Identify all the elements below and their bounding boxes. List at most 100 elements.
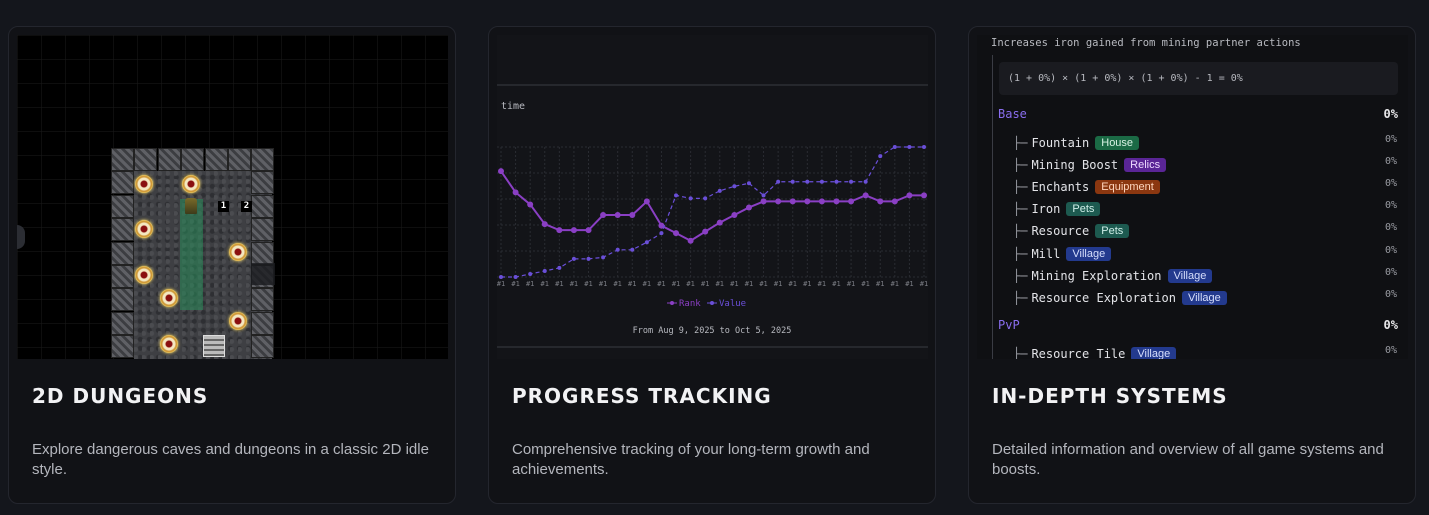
x-tick-label: #1	[789, 280, 797, 288]
group-header: Base 0%	[998, 107, 1398, 123]
x-tick-label: #1	[818, 280, 826, 288]
wall-tile	[111, 171, 134, 195]
wall-tile	[228, 148, 251, 171]
card-description: Detailed information and overview of all…	[992, 441, 1384, 478]
group-value: 0%	[1383, 317, 1398, 332]
wall-tile	[181, 148, 205, 171]
chart-grid	[497, 146, 928, 278]
enemy-eye-icon	[160, 335, 178, 353]
boost-value: 0%	[1384, 134, 1397, 145]
tree-branch: ├─	[1013, 136, 1028, 150]
data-point-rank	[760, 198, 767, 205]
scroll-handle[interactable]	[17, 225, 25, 249]
data-point-rank	[789, 198, 796, 205]
data-point-rank	[848, 198, 855, 205]
card-description: Comprehensive tracking of your long-term…	[512, 441, 870, 478]
data-point-value	[703, 196, 708, 201]
data-point-rank	[614, 212, 621, 219]
data-point-rank	[556, 227, 563, 234]
enemy-eye-icon	[229, 312, 247, 330]
chart-legend: Rank Value	[667, 299, 746, 309]
chart-date-range: From Aug 9, 2025 to Oct 5, 2025	[633, 326, 792, 336]
card-title: PROGRESS TRACKING	[512, 384, 772, 408]
data-point-rank	[833, 198, 840, 205]
x-tick-label: #1	[759, 280, 767, 288]
source-tag: Village	[1181, 290, 1227, 305]
x-tick-label: #1	[701, 280, 709, 288]
data-point-rank	[570, 227, 577, 234]
boost-row: ├─ Mill Village 0%	[1013, 243, 1397, 261]
data-point-rank	[702, 228, 709, 235]
x-tick-label: #1	[570, 280, 578, 288]
boost-name: Iron	[1031, 202, 1061, 217]
x-tick-label: #1	[847, 280, 855, 288]
data-point-value	[790, 179, 795, 184]
data-point-rank	[498, 168, 504, 175]
card-title: IN-DEPTH SYSTEMS	[992, 384, 1228, 408]
boost-value: 0%	[1384, 266, 1397, 278]
data-point-value	[630, 247, 635, 252]
data-point-rank	[512, 189, 519, 196]
series-line-value	[501, 146, 924, 278]
data-point-rank	[804, 198, 811, 205]
group-value: 0%	[1383, 107, 1398, 121]
boost-description: Increases iron gained from mining partne…	[991, 37, 1301, 49]
wall-tile	[111, 218, 134, 242]
data-point-rank	[658, 222, 665, 229]
boost-name: Resource Exploration	[1031, 290, 1176, 305]
wall-tile	[251, 241, 275, 265]
boost-name: Mining Exploration	[1031, 268, 1162, 283]
x-tick-label: #1	[861, 280, 869, 288]
tree-branch: ├─	[1013, 246, 1028, 261]
x-tick-label: #1	[686, 280, 694, 288]
boost-value: 0%	[1384, 288, 1397, 300]
data-point-value	[878, 154, 883, 159]
data-point-value	[863, 179, 868, 184]
boost-value: 0%	[1384, 344, 1397, 356]
data-point-value	[892, 145, 897, 149]
source-tag: Village	[1066, 246, 1112, 261]
x-tick-label: #1	[730, 280, 738, 288]
legend-value: Value	[719, 299, 746, 309]
boost-value: 0%	[1384, 244, 1397, 256]
enemy-eye-icon	[135, 175, 153, 193]
data-point-rank	[629, 212, 636, 219]
tree-branch: ├─	[1013, 158, 1028, 173]
boost-value: 0%	[1384, 222, 1397, 234]
data-point-rank	[818, 198, 825, 205]
x-tick-label: #1	[774, 280, 782, 288]
data-point-value	[922, 145, 926, 149]
data-point-rank	[600, 212, 607, 219]
wall-tile	[157, 148, 181, 171]
data-point-rank	[921, 192, 927, 199]
boost-value: 0%	[1384, 178, 1397, 190]
data-point-rank	[643, 198, 650, 205]
wall-tile	[111, 241, 134, 265]
x-tick-label: #1	[891, 280, 899, 288]
source-tag: Equipment	[1095, 180, 1160, 195]
party-badge-1: 1	[218, 201, 229, 212]
data-point-value	[528, 271, 533, 276]
boost-row: ├─ Mining Boost Relics 0%	[1013, 154, 1397, 173]
boost-name: Enchants	[1031, 180, 1090, 195]
wall-tile	[111, 265, 134, 288]
wall-tile	[204, 148, 228, 171]
wall-tile	[251, 311, 275, 335]
wall-tile	[251, 335, 275, 359]
data-point-value	[644, 240, 649, 245]
boost-value: 0%	[1384, 156, 1397, 168]
data-point-value	[849, 179, 854, 184]
data-point-rank	[775, 198, 782, 205]
boost-row: ├─ Enchants Equipment 0%	[1013, 176, 1397, 195]
data-point-rank	[687, 237, 694, 244]
wall-tile	[251, 288, 275, 312]
tree-branch: ├─	[1013, 202, 1028, 217]
x-tick-label: #1	[716, 280, 724, 288]
data-point-value	[717, 188, 722, 193]
x-tick-label: #1	[876, 280, 884, 288]
player-character-icon	[185, 198, 197, 214]
enemy-eye-icon	[229, 243, 247, 261]
x-tick-label: #1	[643, 280, 651, 288]
data-point-value	[571, 256, 576, 261]
wall-tile	[251, 194, 275, 218]
